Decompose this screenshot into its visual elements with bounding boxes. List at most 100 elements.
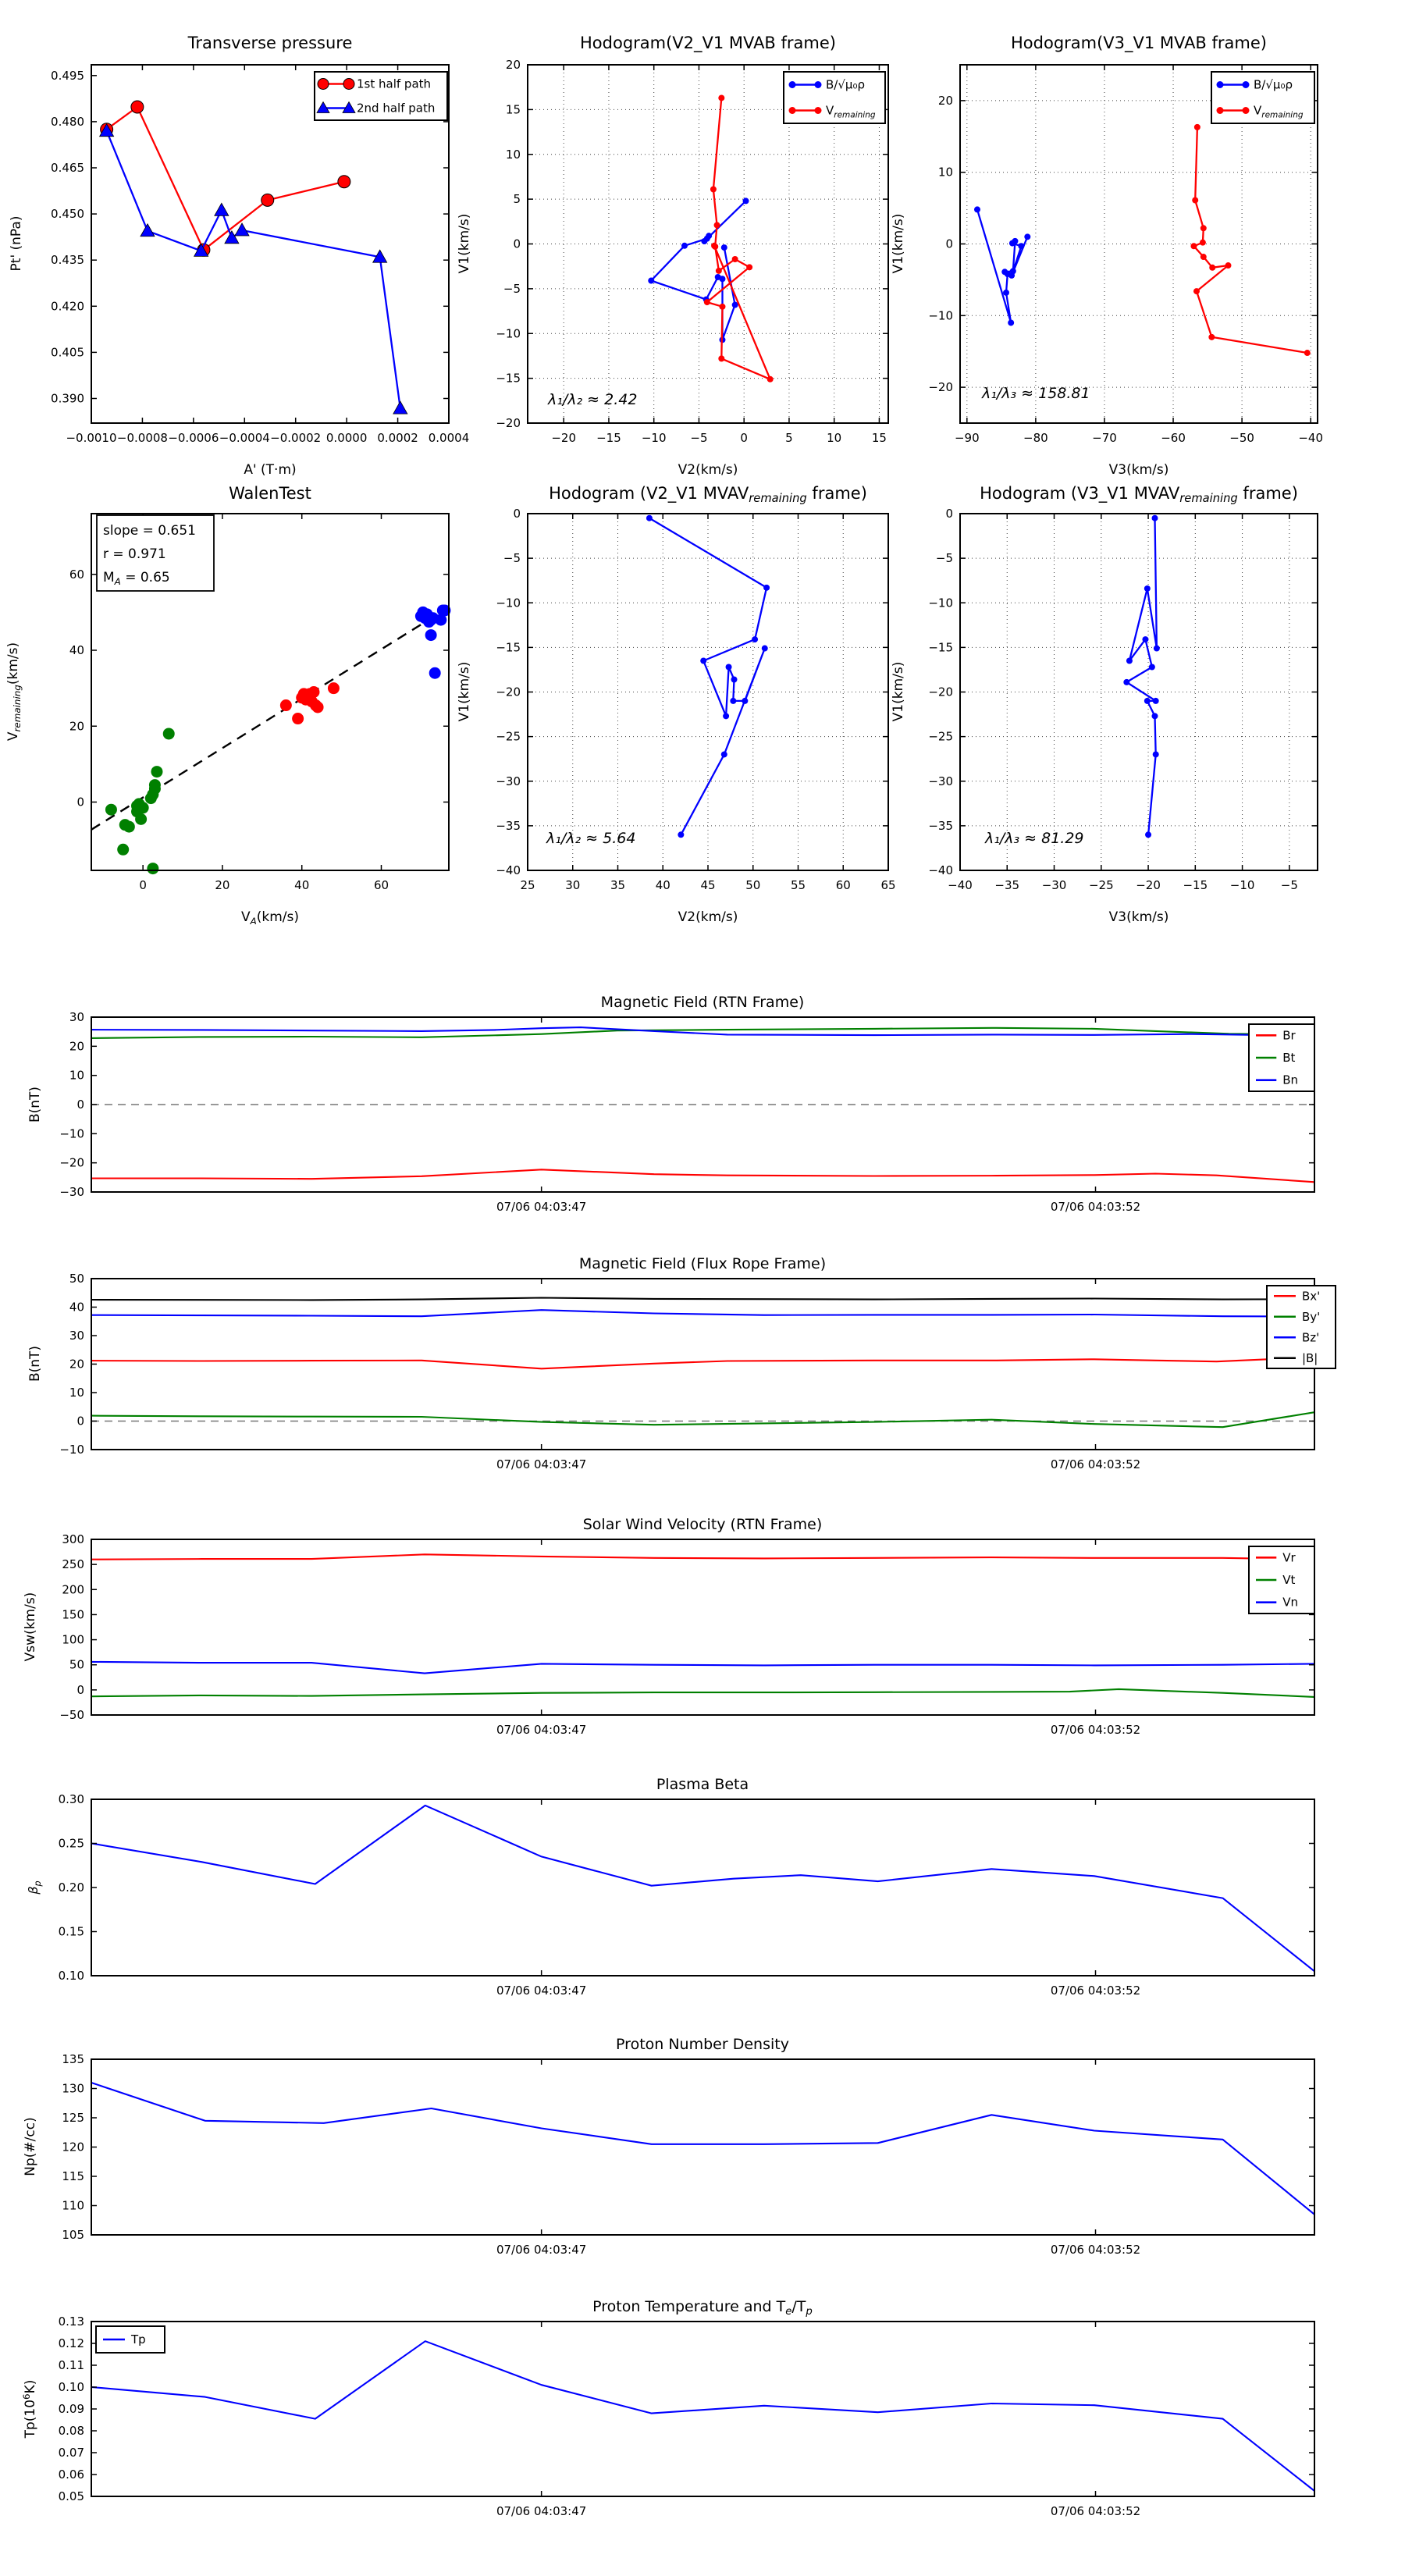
x-tick-label: −0.0004 [219, 431, 270, 445]
x-tick-label: −10 [1230, 878, 1255, 892]
x-axis-label: V2(km/s) [678, 909, 738, 925]
y-tick-label: 0.30 [59, 1792, 84, 1806]
x-tick-label: −20 [1136, 878, 1161, 892]
y-tick-label: −15 [496, 640, 521, 654]
point-marker [718, 94, 725, 101]
y-tick-label: −40 [928, 863, 953, 877]
point-marker [1152, 751, 1159, 758]
y-tick-label: 0 [76, 1098, 84, 1112]
point-marker [681, 242, 688, 249]
point-marker [700, 657, 707, 664]
y-axis-label: V1(km/s) [457, 662, 472, 722]
legend-label: |B| [1302, 1351, 1318, 1365]
point-marker [1200, 225, 1207, 232]
point-marker [715, 267, 722, 274]
y-tick-label: 0 [945, 507, 953, 521]
x-axis-label: V2(km/s) [678, 462, 738, 478]
x-tick-label: 07/06 04:03:52 [1051, 2504, 1140, 2518]
point-marker [279, 699, 292, 712]
x-tick-label: 0.0000 [326, 431, 368, 445]
y-tick-label: 200 [62, 1582, 84, 1596]
x-tick-label: −40 [948, 878, 973, 892]
point-marker [703, 299, 710, 306]
y-tick-label: 0 [513, 237, 521, 251]
y-tick-label: −10 [496, 326, 521, 340]
y-tick-label: 0.15 [59, 1925, 84, 1939]
series-Vn [91, 1660, 1315, 1674]
y-tick-label: 150 [62, 1607, 84, 1621]
y-tick-label: 20 [69, 719, 84, 733]
panel-rtn: 07/06 04:03:47 07/06 04:03:52 30 20 10 0 −10 −2… [27, 994, 1315, 1214]
x-tick-label: 40 [294, 878, 309, 892]
y-tick-label: 0.465 [51, 161, 84, 175]
point-marker [731, 256, 738, 263]
y-tick-label: 10 [938, 165, 953, 180]
panel-title: Proton Number Density [616, 2036, 789, 2053]
point-marker [725, 664, 732, 671]
point-marker [761, 645, 768, 652]
point-marker [767, 375, 774, 382]
y-tick-label: 0.05 [59, 2489, 84, 2503]
y-tick-label: 300 [62, 1532, 84, 1546]
x-tick-label: −5 [1281, 878, 1298, 892]
legend-label: Vremaining [1254, 104, 1304, 120]
point-marker [703, 235, 710, 242]
y-axis-label: B(nT) [27, 1087, 43, 1123]
y-tick-label: 0.08 [59, 2424, 84, 2438]
y-tick-label: 0.06 [59, 2467, 84, 2482]
legend: B/√μ₀ρ Vremaining [1211, 71, 1315, 124]
y-tick-label: −30 [928, 774, 953, 788]
x-tick-label: 0 [139, 878, 147, 892]
y-tick-label: 0.480 [51, 115, 84, 129]
point-marker [719, 303, 726, 310]
y-tick-label: −30 [496, 774, 521, 788]
x-tick-label: −30 [1042, 878, 1067, 892]
panel-p1: −0.0010 −0.0008 −0.0006 −0.0004 −0.0002 0.000… [9, 34, 469, 478]
legend-label: Br [1282, 1028, 1296, 1042]
point-marker [1008, 272, 1016, 279]
y-tick-label: −20 [928, 380, 953, 394]
x-tick-label: 35 [610, 878, 625, 892]
legend: Tp [95, 2325, 165, 2354]
y-tick-label: 30 [69, 1329, 84, 1343]
point-marker [1152, 697, 1159, 704]
y-tick-label: 60 [69, 568, 84, 582]
legend-label: By' [1302, 1310, 1320, 1324]
point-marker [731, 301, 738, 308]
legend-box [783, 71, 886, 124]
y-tick-label: 40 [69, 643, 84, 657]
series-Vt [91, 1688, 1315, 1698]
y-tick-label: −50 [59, 1708, 84, 1722]
panel-p5: 25 30 35 40 45 50 55 60 65 0 −5 −10 −15 −20 −25 −30 −35 −… [457, 484, 896, 925]
x-tick-label: 15 [872, 431, 887, 445]
point-marker [130, 100, 144, 114]
y-tick-label: 50 [69, 1658, 84, 1672]
y-axis-label: B(nT) [27, 1346, 43, 1382]
x-tick-label: 0 [740, 431, 748, 445]
point-marker [135, 813, 148, 825]
x-tick-label: 40 [656, 878, 670, 892]
y-tick-label: 0.13 [59, 2314, 84, 2329]
point-marker [1216, 81, 1224, 88]
y-tick-label: −10 [928, 596, 953, 610]
point-marker [292, 713, 304, 725]
legend: B/√μ₀ρ Vremaining [783, 71, 886, 124]
y-tick-label: −20 [496, 685, 521, 699]
x-tick-label: 45 [700, 878, 715, 892]
legend: Bx' By' Bz' |B| [1266, 1285, 1336, 1369]
series-|B| [91, 1297, 1315, 1301]
point-marker [731, 676, 738, 683]
point-marker [1200, 254, 1207, 261]
legend-box [314, 71, 448, 121]
y-axis-label: Np(#/cc) [23, 2117, 38, 2176]
y-tick-label: −20 [496, 416, 521, 430]
point-marker [148, 779, 161, 792]
y-tick-label: −15 [928, 640, 953, 654]
legend: 1st half path 2nd half path [314, 71, 448, 121]
x-tick-label: 55 [791, 878, 806, 892]
series-Bx' [91, 1356, 1315, 1370]
y-tick-label: 0.25 [59, 1837, 84, 1851]
x-tick-label: −90 [955, 431, 980, 445]
point-marker [720, 751, 727, 758]
